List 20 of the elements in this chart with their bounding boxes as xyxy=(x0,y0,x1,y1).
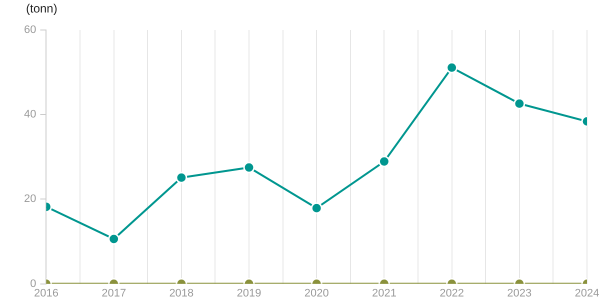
x-tick-label: 2018 xyxy=(169,287,194,300)
y-tick-label: 40 xyxy=(24,108,36,121)
x-tick-label: 2022 xyxy=(440,287,464,300)
point xyxy=(514,98,526,110)
y-tick-label: 0 xyxy=(30,278,36,290)
point xyxy=(378,156,390,168)
y-axis-title: (tonn) xyxy=(26,1,58,16)
point xyxy=(310,202,322,214)
y-tick-label: 20 xyxy=(24,193,36,206)
x-tick-label: 2020 xyxy=(304,287,329,300)
x-tick-label: 2019 xyxy=(236,287,262,300)
point xyxy=(176,172,188,184)
y-tick-label: 60 xyxy=(24,24,36,36)
x-tick-label: 2023 xyxy=(507,287,532,300)
x-tick-label: 2024 xyxy=(574,287,600,300)
point xyxy=(446,62,458,74)
point xyxy=(243,162,255,174)
x-tick-label: 2017 xyxy=(102,287,126,300)
x-tick-label: 2016 xyxy=(34,287,58,300)
x-tick-label: 2021 xyxy=(372,287,396,300)
